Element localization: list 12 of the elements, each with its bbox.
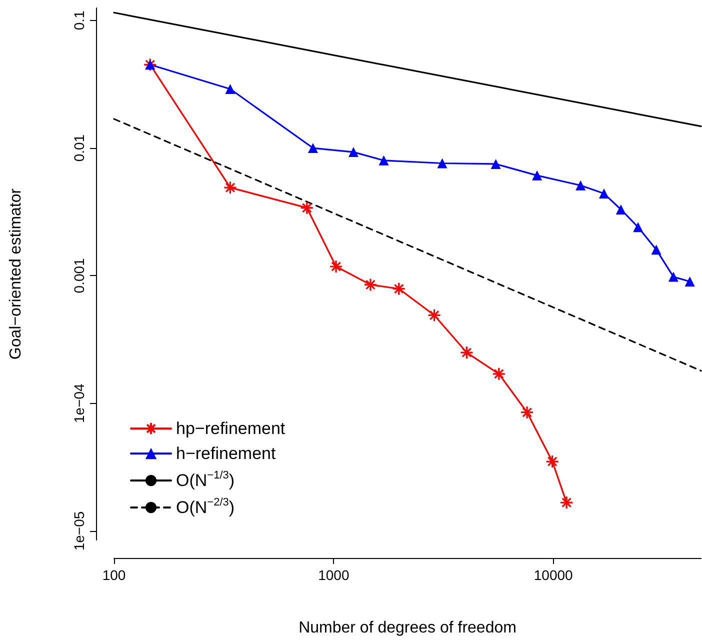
legend-label: h−refinement [176,444,276,463]
y-tick-label: 1e−04 [71,383,87,423]
y-tick-label: 1e−05 [71,511,87,551]
x-axis-title: Number of degrees of freedom [298,620,516,636]
y-tick-label: 0.001 [71,258,87,294]
y-axis-title: Goal−oriented estimator [8,188,24,360]
x-tick-label: 1000 [318,567,350,583]
x-tick-label: 10000 [534,567,574,583]
y-tick-label: 0.1 [71,10,87,30]
y-tick-label: 0.01 [71,134,87,162]
legend-label: hp−refinement [176,419,286,438]
x-tick-label: 100 [102,567,126,583]
